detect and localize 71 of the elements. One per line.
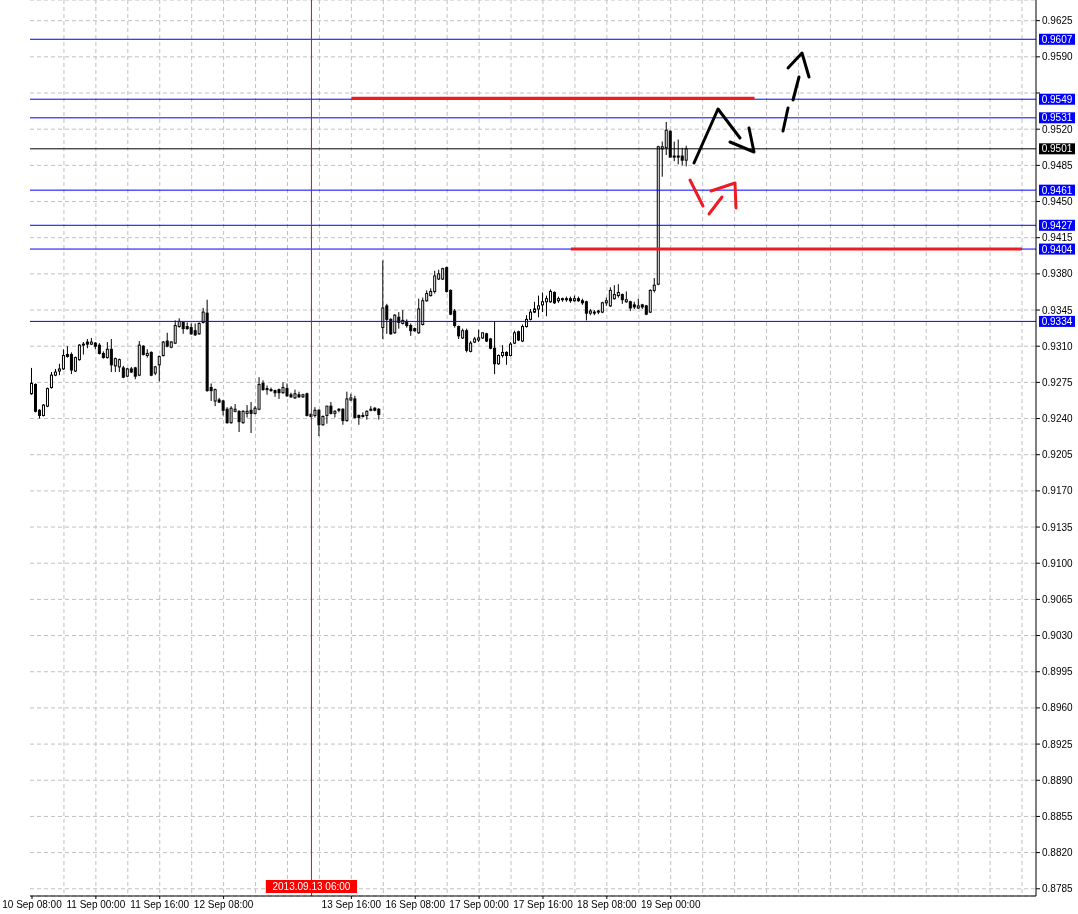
ref-line-label: 0.9461	[1041, 184, 1073, 196]
y-tick-label: 0.8890	[1042, 774, 1074, 786]
candlestick	[273, 389, 277, 398]
ref-line-label: 0.9501	[1041, 143, 1073, 155]
ref-line-label: 0.9404	[1041, 243, 1073, 255]
x-tick-label: 12 Sep 08:00	[193, 899, 254, 910]
x-tick-label: 10 Sep 08:00	[2, 899, 63, 910]
candlestick	[544, 295, 548, 317]
y-tick-label: 0.9485	[1042, 159, 1074, 171]
ref-line-label: 0.9334	[1041, 315, 1073, 327]
y-tick-label: 0.8855	[1042, 810, 1074, 822]
candlestick	[333, 409, 337, 419]
y-tick-label: 0.8995	[1042, 666, 1074, 678]
candlestick	[149, 350, 153, 377]
y-tick-label: 0.8820	[1042, 847, 1074, 859]
y-tick-label: 0.9415	[1042, 232, 1074, 244]
candlestick	[61, 348, 65, 371]
candlestick	[385, 303, 389, 335]
y-tick-label: 0.9275	[1042, 376, 1074, 388]
candlestick	[69, 351, 73, 375]
candlestick	[317, 408, 321, 437]
x-tick-label: 11 Sep 16:00	[130, 899, 190, 910]
y-tick-label: 0.9065	[1042, 593, 1074, 605]
candlestick	[281, 381, 285, 395]
y-tick-label: 0.9310	[1042, 340, 1074, 352]
y-tick-label: 0.9030	[1042, 630, 1074, 642]
candlestick	[249, 401, 253, 434]
x-tick-label: 11 Sep 00:00	[66, 899, 126, 910]
candlestick	[285, 382, 289, 398]
candlestick	[237, 409, 241, 433]
y-tick-label: 0.9520	[1042, 123, 1074, 135]
candlestick	[269, 387, 273, 393]
candlestick	[297, 391, 301, 399]
ref-line-label: 0.9531	[1041, 112, 1073, 124]
ref-line-label: 0.9549	[1041, 93, 1073, 105]
y-tick-label: 0.9590	[1042, 51, 1074, 63]
y-tick-label: 0.8785	[1042, 883, 1074, 895]
ref-line-label: 0.9607	[1041, 33, 1073, 45]
candlestick	[157, 355, 161, 382]
y-tick-label: 0.9135	[1042, 521, 1074, 533]
y-tick-label: 0.8960	[1042, 702, 1074, 714]
candlestick	[245, 404, 249, 419]
x-tick-label: 18 Sep 08:00	[577, 899, 638, 910]
y-tick-label: 0.9240	[1042, 413, 1074, 425]
x-tick-label: 17 Sep 16:00	[513, 899, 574, 910]
x-tick-label: 16 Sep 08:00	[385, 899, 446, 910]
y-tick-label: 0.9625	[1042, 15, 1074, 27]
candlestick	[433, 270, 437, 294]
y-tick-label: 0.9170	[1042, 485, 1074, 497]
y-tick-label: 0.9100	[1042, 557, 1074, 569]
candlestick	[540, 291, 544, 313]
candlestick	[381, 259, 385, 340]
candlestick	[109, 338, 113, 373]
candlestick	[393, 313, 397, 335]
y-tick-label: 0.9380	[1042, 268, 1074, 280]
candlestick	[608, 286, 612, 308]
candlestick	[465, 328, 469, 353]
candlestick	[417, 298, 421, 335]
y-tick-label: 0.9345	[1042, 304, 1074, 316]
candlestick	[277, 388, 281, 400]
x-tick-label: 2013.09.13 06:00	[272, 881, 351, 892]
candlestick	[345, 391, 349, 423]
x-tick-label: 17 Sep 00:00	[449, 899, 510, 910]
x-tick-label: 13 Sep 16:00	[321, 899, 382, 910]
candlestick	[493, 320, 497, 375]
y-tick-label: 0.8925	[1042, 738, 1074, 750]
ref-line-label: 0.9427	[1041, 219, 1073, 231]
y-tick-label: 0.9205	[1042, 449, 1074, 461]
candlestick	[265, 384, 269, 396]
y-tick-label: 0.9450	[1042, 196, 1074, 208]
x-tick-label: 19 Sep 00:00	[640, 899, 701, 910]
